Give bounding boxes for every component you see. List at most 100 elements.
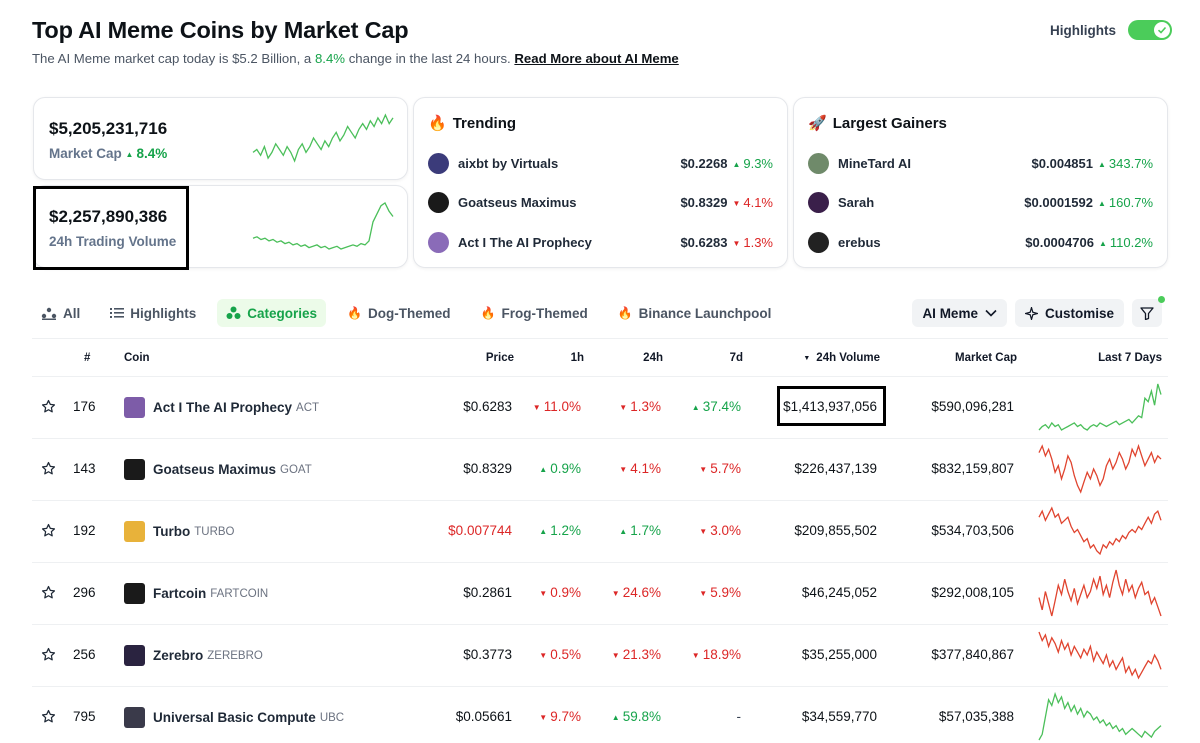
trending-item[interactable]: aixbt by Virtuals $0.2268 ▲ 9.3% <box>428 151 773 175</box>
header-1h[interactable]: 1h <box>570 352 584 364</box>
down-triangle-icon: ▼ <box>691 651 700 660</box>
header-coin[interactable]: Coin <box>124 352 150 364</box>
table-row[interactable]: 143 Goatseus Maximus GOAT $0.8329 ▲ 0.9% ▼ 4.1%… <box>32 439 1168 501</box>
coin-price: $0.05661 <box>455 709 512 724</box>
coin-cell[interactable]: Act I The AI Prophecy ACT <box>124 397 319 418</box>
up-triangle-icon: ▲ <box>125 150 134 159</box>
market-cap-value: $5,205,231,716 <box>49 119 168 138</box>
header-price[interactable]: Price <box>485 352 514 364</box>
table-row[interactable]: 192 Turbo TURBO $0.007744 ▲ 1.2% ▲ 1.7% ▼ 3.0% $20… <box>32 501 1168 563</box>
coin-name: Goatseus Maximus <box>153 462 277 477</box>
coin-logo-icon <box>124 645 145 666</box>
header-7d[interactable]: 7d <box>729 352 743 364</box>
change-7d: ▼ 5.7% <box>699 461 741 476</box>
change-1h-value: 9.7% <box>550 709 581 724</box>
trending-item[interactable]: Act I The AI Prophecy $0.6283 ▼ 1.3% <box>428 230 773 254</box>
filter-button[interactable] <box>1132 296 1165 327</box>
coin-logo-icon <box>124 459 145 480</box>
down-triangle-icon: ▼ <box>619 403 628 412</box>
change-7d: ▼ 5.9% <box>699 585 741 600</box>
change-24h: ▲ 1.7% <box>619 523 661 538</box>
coin-cell[interactable]: Fartcoin FARTCOIN <box>124 583 268 604</box>
coin-cell[interactable]: Goatseus Maximus GOAT <box>124 459 312 480</box>
fire-icon: 🔥 <box>480 306 496 320</box>
coin-volume: $1,413,937,056 <box>783 399 877 414</box>
trending-title-text: Trending <box>452 114 517 132</box>
header-24h-volume-label: 24h Volume <box>816 352 880 364</box>
table-row[interactable]: 296 Fartcoin FARTCOIN $0.2861 ▼ 0.9% ▼ 24.6% ▼ 5.… <box>32 563 1168 625</box>
sparkline-path <box>1038 506 1162 556</box>
trending-card: 🔥 Trending aixbt by Virtuals $0.2268 ▲ 9.3%… <box>413 97 788 268</box>
up-triangle-icon: ▲ <box>691 403 700 412</box>
table-row[interactable]: 256 Zerebro ZEREBRO $0.3773 ▼ 0.5% ▼ 21.3% ▼ 18.9… <box>32 625 1168 687</box>
trending-item[interactable]: Goatseus Maximus $0.8329 ▼ 4.1% <box>428 191 773 215</box>
sparkline-path <box>1038 631 1162 680</box>
header-rank[interactable]: # <box>84 352 91 364</box>
tab-categories[interactable]: Categories <box>217 299 327 327</box>
change-24h: ▼ 4.1% <box>619 461 661 476</box>
change-1h: ▼ 9.7% <box>539 709 581 724</box>
gainers-item[interactable]: erebus $0.0004706 ▲ 110.2% <box>808 230 1153 254</box>
star-icon[interactable] <box>41 399 56 414</box>
header-market-cap[interactable]: Market Cap <box>955 352 1017 364</box>
coin-cell[interactable]: Zerebro ZEREBRO <box>124 645 263 666</box>
page-subtitle: The AI Meme market cap today is $5.2 Bil… <box>32 51 679 66</box>
change-7d-value: 5.9% <box>710 585 741 600</box>
sparkline-path <box>252 113 394 163</box>
coins-table: # Coin Price 1h 24h 7d ▼ 24h Volume Marke… <box>32 338 1168 743</box>
coin-rank: 192 <box>73 523 96 538</box>
change-24h-value: 1.3% <box>630 399 661 414</box>
read-more-link[interactable]: Read More about AI Meme <box>514 51 679 66</box>
coin-name: Act I The AI Prophecy <box>153 400 293 415</box>
tab-highlights[interactable]: Highlights <box>101 299 205 327</box>
coin-name: erebus <box>838 234 881 250</box>
up-triangle-icon: ▲ <box>1097 159 1106 169</box>
star-icon[interactable] <box>41 461 56 476</box>
coin-change-value: 9.3% <box>743 155 773 171</box>
market-cap-label: Market Cap <box>49 146 122 161</box>
coin-volume: $35,255,000 <box>801 647 877 662</box>
subtitle-change: 8.4% <box>314 51 346 66</box>
coin-name: Turbo <box>153 524 191 539</box>
header-last-7-days: Last 7 Days <box>1098 352 1162 364</box>
change-1h: ▲ 0.9% <box>539 461 581 476</box>
category-dropdown[interactable]: AI Meme <box>912 299 1007 327</box>
tab-all[interactable]: All <box>32 299 89 327</box>
gainers-title-text: Largest Gainers <box>832 114 947 132</box>
gainers-item[interactable]: Sarah $0.0001592 ▲ 160.7% <box>808 191 1153 215</box>
header-24h[interactable]: 24h <box>643 352 663 364</box>
star-icon[interactable] <box>41 585 56 600</box>
down-triangle-icon: ▼ <box>611 589 620 598</box>
table-row[interactable]: 795 Universal Basic Compute UBC $0.05661 ▼ 9.… <box>32 687 1168 743</box>
coin-change: ▲ 343.7% <box>1098 156 1153 171</box>
tab-frog-themed[interactable]: 🔥 Frog-Themed <box>472 299 597 327</box>
header-24h-volume[interactable]: ▼ 24h Volume <box>803 352 880 364</box>
coin-avatar-icon <box>808 192 829 213</box>
coin-cell[interactable]: Turbo TURBO <box>124 521 235 542</box>
coin-volume: $46,245,052 <box>801 585 877 600</box>
table-body: 176 Act I The AI Prophecy ACT $0.6283 ▼ 11.0%… <box>32 377 1168 743</box>
coin-change: ▼ 1.3% <box>732 235 773 250</box>
coin-price: $0.007744 <box>448 523 512 538</box>
star-icon[interactable] <box>41 523 56 538</box>
row-sparkline <box>1038 506 1162 556</box>
up-triangle-icon: ▲ <box>611 713 620 722</box>
tab-dog-themed[interactable]: 🔥 Dog-Themed <box>338 299 459 327</box>
tab-dog-themed-label: Dog-Themed <box>368 305 451 321</box>
fire-icon: 🔥 <box>428 115 447 132</box>
star-icon[interactable] <box>41 709 56 724</box>
tab-categories-label: Categories <box>247 305 318 321</box>
customise-button[interactable]: Customise <box>1014 299 1124 327</box>
tab-binance-launchpool[interactable]: 🔥 Binance Launchpool <box>609 299 781 327</box>
down-triangle-icon: ▼ <box>732 238 741 248</box>
gainers-item[interactable]: MineTard AI $0.004851 ▲ 343.7% <box>808 151 1153 175</box>
up-triangle-icon: ▲ <box>539 527 548 536</box>
rocket-icon: 🚀 <box>808 115 827 132</box>
change-1h: ▲ 1.2% <box>539 523 581 538</box>
table-row[interactable]: 176 Act I The AI Prophecy ACT $0.6283 ▼ 11.0%… <box>32 377 1168 439</box>
sparkline-path <box>252 202 394 250</box>
coin-cell[interactable]: Universal Basic Compute UBC <box>124 707 344 728</box>
highlights-switch[interactable] <box>1128 20 1172 40</box>
star-icon[interactable] <box>41 647 56 662</box>
category-dropdown-label: AI Meme <box>922 305 978 321</box>
